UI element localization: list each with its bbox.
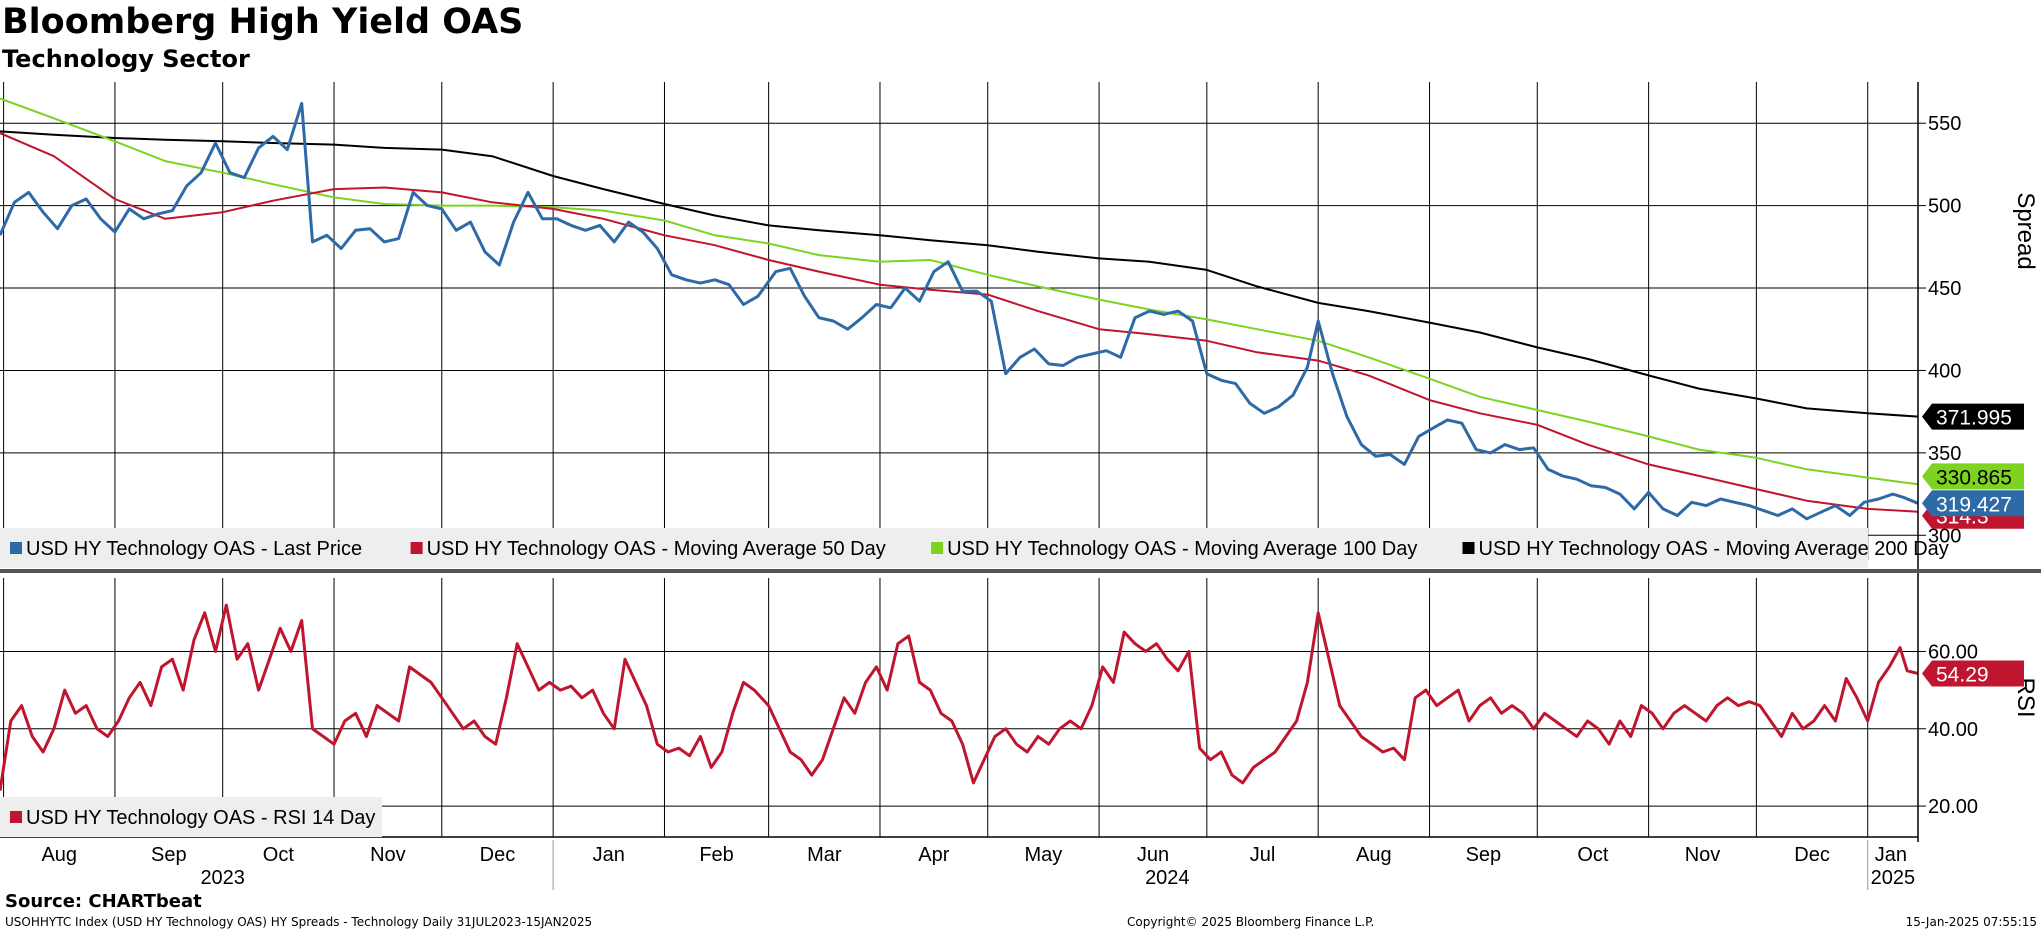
legend-swatch-ma100 [931, 542, 944, 554]
axes: 30035040045050055020.0040.0060.00SpreadR… [0, 82, 2041, 890]
legend-swatch-rsi [10, 811, 22, 823]
top-panel-grid [0, 82, 1918, 560]
series-line-rsi [0, 603, 1919, 791]
month-label: May [1025, 844, 1063, 866]
last-value-text: 54.29 [1936, 664, 1989, 687]
month-label: Feb [699, 844, 733, 866]
month-label: Nov [370, 844, 406, 866]
y-tick-label-top: 500 [1928, 196, 1961, 218]
top-panel-series [0, 97, 1919, 521]
last-value-tag [1922, 660, 2024, 687]
legend-label-ma100: USD HY Technology OAS - Moving Average 1… [947, 538, 1417, 560]
month-label: Jun [1137, 844, 1169, 866]
legend-swatch-ma50 [410, 542, 423, 554]
y-tick-label-top: 550 [1928, 113, 1961, 135]
year-label: 2025 [1871, 867, 1916, 889]
last-value-text: 330.865 [1936, 466, 2012, 489]
last-value-text: 319.427 [1936, 493, 2012, 516]
footer-ticker: USOHHYTC Index (USD HY Technology OAS) H… [5, 915, 593, 929]
legend-box [0, 797, 382, 837]
y-tick-label-top: 300 [1928, 525, 1961, 547]
footer-timestamp: 15-Jan-2025 07:55:15 [1905, 915, 2037, 929]
month-label: Aug [41, 844, 77, 866]
month-label: Sep [151, 844, 187, 866]
footer-copyright: Copyright© 2025 Bloomberg Finance L.P. [1127, 915, 1375, 929]
month-label: Oct [1577, 844, 1609, 866]
last-value-text: 371.995 [1936, 407, 2012, 430]
y-tick-label-bottom: 60.00 [1928, 641, 1978, 663]
month-label: Oct [263, 844, 295, 866]
source-note: Source: CHARTbeat [5, 891, 202, 912]
chart-title: Bloomberg High Yield OAS [2, 2, 524, 42]
month-label: Apr [918, 844, 949, 866]
y-tick-label-top: 350 [1928, 443, 1961, 465]
legend-swatch-ma200 [1462, 542, 1475, 554]
year-label: 2023 [200, 867, 245, 889]
series-line-ma100 [0, 97, 1919, 486]
legend-label-rsi: USD HY Technology OAS - RSI 14 Day [26, 807, 375, 829]
legend-label-last_price: USD HY Technology OAS - Last Price [26, 538, 362, 560]
y-tick-label-top: 450 [1928, 278, 1961, 300]
chart-subtitle: Technology Sector [2, 45, 250, 73]
month-label: Jul [1250, 844, 1276, 866]
series-line-ma50 [0, 132, 1919, 513]
y-tick-label-bottom: 40.00 [1928, 719, 1978, 741]
y-axis-title-top: Spread [2012, 192, 2039, 269]
legend-label-ma200: USD HY Technology OAS - Moving Average 2… [1479, 538, 1949, 560]
last-value-tag [1922, 403, 2024, 430]
month-label: Dec [480, 844, 516, 866]
y-tick-label-top: 400 [1928, 360, 1961, 382]
month-label: Aug [1356, 844, 1392, 866]
legend-label-ma50: USD HY Technology OAS - Moving Average 5… [427, 538, 886, 560]
month-label: Mar [807, 844, 842, 866]
month-label: Nov [1685, 844, 1721, 866]
y-tick-label-bottom: 20.00 [1928, 796, 1978, 818]
bottom-panel-series [0, 603, 1919, 791]
year-label: 2024 [1145, 867, 1190, 889]
last-value-tag [1922, 490, 2024, 517]
series-line-ma200 [0, 130, 1919, 418]
month-label: Dec [1794, 844, 1830, 866]
series-line-last_price [0, 101, 1919, 521]
legend-swatch-last_price [10, 542, 22, 554]
last-value-tag [1922, 463, 2024, 490]
month-label: Sep [1466, 844, 1502, 866]
legends: USD HY Technology OAS - Last Price USD HY… [0, 528, 1949, 837]
month-label: Jan [593, 844, 625, 866]
month-label: Jan [1875, 844, 1907, 866]
